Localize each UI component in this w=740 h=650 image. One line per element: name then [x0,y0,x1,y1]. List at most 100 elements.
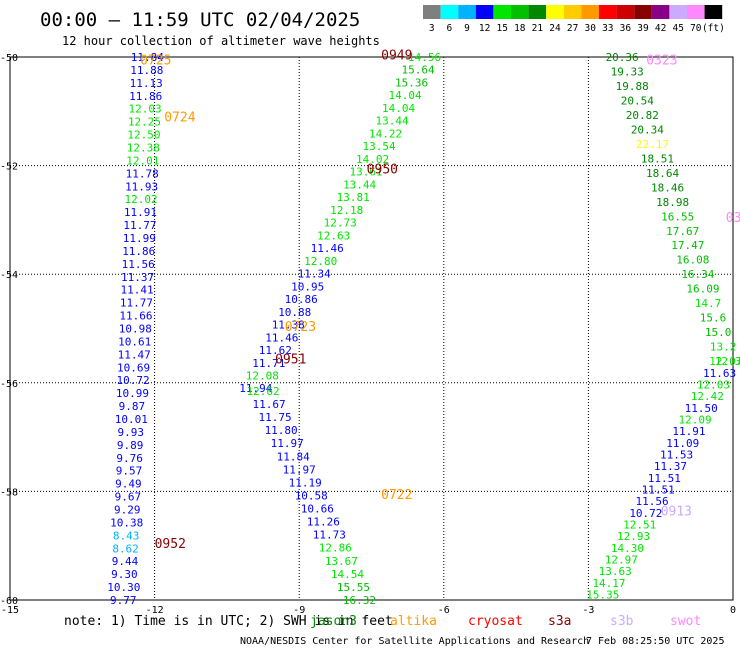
color-swatch [475,5,494,19]
scale-label: 12 [479,23,490,34]
pass-label: 0949 [381,48,412,63]
swh-value: 11.63 [703,367,736,380]
swh-value: 12.08 [246,369,279,382]
swh-value: 11.46 [311,242,344,255]
swh-value: 12.42 [691,390,724,403]
color-swatch [493,5,511,19]
swh-value: 10.95 [291,280,324,293]
scale-label: 24 [549,23,561,34]
scale-label: 39 [637,23,649,34]
swh-value: 11.56 [122,258,155,271]
scale-label: (ft) [702,23,725,34]
note-text: note: 1) Time is in UTC; 2) SWH is in fe… [64,614,393,629]
swh-value: 10.38 [110,516,143,529]
swh-value: 9.30 [111,568,138,581]
swh-value: 11.37 [654,460,687,473]
color-swatch [599,5,617,19]
swh-value: 11.38 [272,319,305,332]
swh-value: 10.66 [301,503,334,516]
swh-value: 11.86 [122,245,155,258]
color-swatch [458,5,476,19]
swh-value: 11.53 [660,448,693,461]
legend-jason3: jason3 [310,614,357,629]
pass-label: 0950 [367,162,398,177]
lon-tick-label: -3 [582,605,594,616]
swh-value: 13.44 [376,115,409,128]
swh-value: 10.30 [107,581,140,594]
swh-value: 18.64 [646,167,679,180]
swh-value: 20.34 [631,123,664,136]
swh-value: 15.55 [337,581,370,594]
swh-value: 15.36 [395,76,428,89]
color-scale-bar: 3 6 9 12 15 18 21 24 27 30 33 36 39 42 45 70 (ft) [423,5,725,34]
swh-value: 12.3 [715,355,740,368]
swh-value: 11.77 [120,297,153,310]
swh-value: 9.87 [119,400,146,413]
credit-text: NOAA/NESDIS Center for Satellite Applica… [240,636,589,647]
swh-value: 8.43 [113,529,140,542]
legend-altika: altika [390,614,437,629]
scale-label: 21 [532,23,544,34]
swh-value: 11.99 [123,232,156,245]
swh-points: 11.8411.8811.1311.8612.0312.2512.5012.38… [107,51,740,607]
swh-value: 14.04 [382,102,415,115]
satellite-legend: jason3 altika cryosat s3a s3b swot [310,614,701,629]
swh-value: 9.44 [112,555,139,568]
swh-value: 12.18 [330,204,363,217]
color-swatch [511,5,529,19]
pass-label: 0723 [285,320,316,335]
lon-tick-label: -15 [1,605,19,616]
color-swatch [440,5,459,19]
scale-label: 15 [496,23,507,34]
swh-value: 12.09 [678,413,711,426]
scale-label: 3 [429,23,435,34]
pass-labels: 0725 0724 0949 0950 0723 0951 0722 0952 0323 0913… [140,48,740,552]
swh-value: 14.54 [331,568,364,581]
swh-value: 9.49 [115,478,142,491]
swh-value: 11.71 [252,357,285,370]
swh-value: 11.50 [685,402,718,415]
pass-label: 0913 [661,504,692,519]
swh-value: 12.51 [623,519,656,532]
color-swatch [704,5,723,19]
swh-value: 11.09 [666,437,699,450]
color-swatch [423,5,441,19]
legend-swot: swot [670,614,701,629]
swh-value: 10.61 [118,335,151,348]
swh-value: 17.67 [666,225,699,238]
swh-value: 14.04 [388,89,421,102]
axis-tick-labels: -15 -12 -9 -6 -3 0 -50 -52 -54 -56 -58 -60 [0,53,736,616]
swh-value: 14.17 [592,577,625,590]
swh-value: 13.61 [350,166,383,179]
swh-value: 14.22 [369,127,402,140]
swh-value: 12.62 [246,385,279,398]
map-frame [9,56,734,601]
color-swatch [669,5,687,19]
swh-value: 16.08 [676,254,709,267]
swh-value: 20.36 [606,51,639,64]
swh-value: 9.93 [117,426,144,439]
swh-value: 12.25 [128,116,161,129]
swh-value: 13.44 [343,178,376,191]
color-swatch [651,5,670,19]
swh-value: 12.01 [126,154,159,167]
swh-value: 12.73 [324,217,357,230]
legend-s3b: s3b [610,614,634,629]
swh-value: 12.80 [304,255,337,268]
swh-value: 11.93 [125,180,158,193]
swh-value: 9.77 [110,594,137,607]
scale-label: 18 [514,23,526,34]
swh-value: 11.84 [277,450,310,463]
swh-value: 16.09 [686,283,719,296]
swh-value: 11.26 [307,516,340,529]
swh-value: 18.46 [651,181,684,194]
swh-value: 11.78 [126,167,159,180]
swh-value: 18.98 [656,196,689,209]
lon-tick-label: -12 [146,605,164,616]
lon-tick-label: 0 [730,605,736,616]
swh-value: 14.30 [611,542,644,555]
lon-tick-label: -9 [293,605,305,616]
swh-value: 11.56 [635,495,668,508]
swh-value: 9.57 [116,465,143,478]
swh-value: 11.13 [130,77,163,90]
